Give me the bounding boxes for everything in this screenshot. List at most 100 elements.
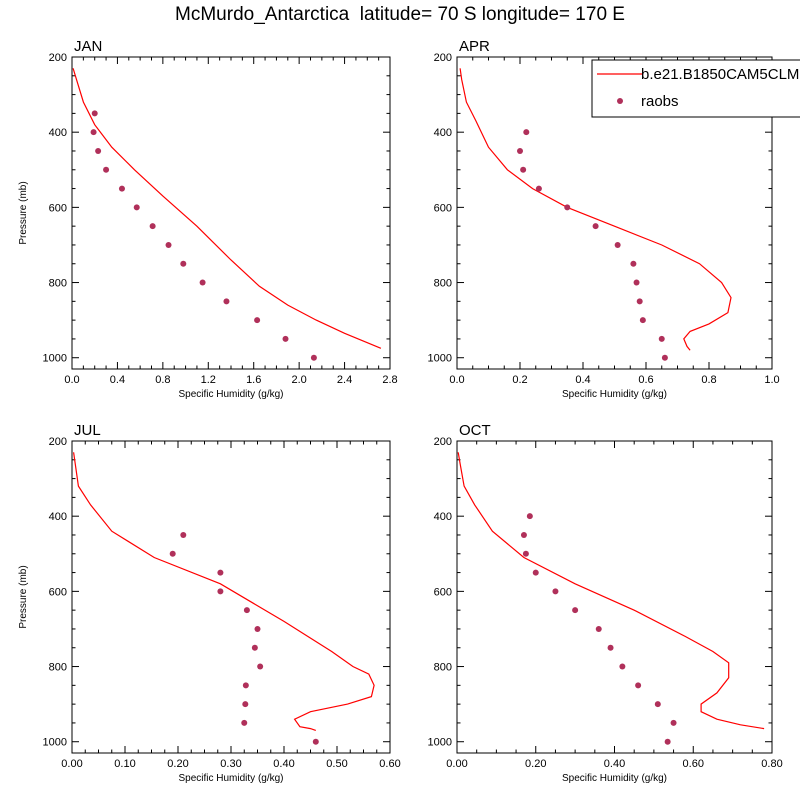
data-point-raobs (564, 204, 571, 211)
data-point-raobs (180, 531, 187, 538)
series-line-model (457, 452, 765, 730)
y-axis-title: Pressure (mb) (18, 565, 29, 628)
x-tick-label: 0.60 (379, 758, 400, 770)
x-tick-label: 0.50 (326, 758, 347, 770)
data-point-raobs (552, 588, 559, 595)
data-point-raobs (251, 644, 258, 651)
x-tick-label: 2.4 (337, 374, 352, 386)
data-point-raobs (658, 335, 665, 342)
data-point-raobs (526, 513, 533, 520)
data-point-raobs (630, 260, 637, 267)
plot-frame (71, 56, 391, 370)
data-point-raobs (242, 701, 249, 708)
panel-title: JAN (74, 38, 102, 55)
data-point-raobs (520, 531, 527, 538)
data-point-raobs (535, 185, 542, 192)
data-point-raobs (517, 147, 523, 154)
data-point-raobs (664, 738, 671, 745)
data-point-raobs (217, 569, 224, 576)
panel-jul: JUL 0.00 0.10 0.20 0.30 0.40 0.50 0.60 200 400 600… (18, 422, 401, 784)
y-tick-label: 800 (434, 662, 452, 674)
plot-frame (456, 440, 773, 754)
x-tick-label: 0.20 (525, 758, 546, 770)
plot-frame (71, 440, 391, 754)
y-tick-label: 200 (434, 436, 452, 448)
legend: b.e21.B1850CAM5CLM raobs (591, 59, 800, 118)
x-tick-label: 0.10 (114, 758, 135, 770)
data-point-raobs (592, 223, 599, 230)
data-point-raobs (532, 569, 539, 576)
data-point-raobs (243, 607, 250, 614)
data-point-raobs (633, 279, 640, 286)
x-tick-label: 1.2 (201, 374, 216, 386)
data-point-raobs (572, 607, 579, 614)
panel-oct: OCT 0.00 0.20 0.40 0.60 0.80 200 400 600 800 1000 S… (428, 422, 783, 784)
data-point-raobs (199, 279, 206, 286)
x-tick-label: 0.2 (512, 374, 527, 386)
data-point-raobs (654, 701, 661, 708)
x-tick-label: 2.0 (291, 374, 306, 386)
panel-apr: APR 0.0 0.2 0.4 0.6 0.8 1.0 200 400 600 800 1000 Spe… (428, 38, 780, 400)
data-point-raobs (103, 166, 110, 173)
legend-box (591, 59, 800, 118)
series-group (72, 68, 382, 361)
y-tick-label: 200 (49, 436, 67, 448)
y-tick-label: 1000 (43, 353, 67, 365)
data-point-raobs (169, 550, 176, 557)
series-group (459, 68, 732, 361)
y-tick-label: 600 (49, 202, 67, 214)
legend-point-swatch (617, 98, 623, 104)
data-point-raobs (149, 223, 156, 230)
data-point-raobs (91, 110, 98, 117)
data-point-raobs (607, 644, 614, 651)
series-line-model (73, 452, 375, 731)
x-axis-title: Specific Humidity (g/kg) (178, 389, 283, 400)
data-point-raobs (95, 147, 102, 154)
x-tick-label: 0.8 (155, 374, 170, 386)
data-point-raobs (312, 738, 319, 745)
data-point-raobs (636, 298, 643, 305)
legend-label: b.e21.B1850CAM5CLM (641, 66, 799, 83)
series-line-model (459, 68, 732, 351)
x-tick-label: 0.40 (273, 758, 294, 770)
x-tick-label: 2.8 (382, 374, 397, 386)
series-line-model (72, 68, 382, 349)
data-point-raobs (522, 550, 529, 557)
y-tick-label: 1000 (43, 737, 67, 749)
data-point-raobs (614, 241, 621, 248)
y-tick-label: 400 (49, 511, 67, 523)
data-point-raobs (523, 129, 530, 136)
panel-jan: JAN 0.0 0.4 0.8 1.2 1.6 2.0 2.4 2.8 200 400 600 800 1… (18, 38, 398, 400)
data-point-raobs (242, 682, 249, 689)
x-tick-label: 1.6 (246, 374, 261, 386)
data-point-raobs (257, 663, 264, 670)
panel-title: OCT (459, 422, 491, 439)
data-point-raobs (165, 241, 172, 248)
panel-title: JUL (74, 422, 101, 439)
x-tick-label: 0.0 (64, 374, 79, 386)
chart-title: McMurdo_Antarctica latitude= 70 S longit… (175, 4, 625, 25)
x-tick-label: 0.4 (110, 374, 125, 386)
data-point-raobs (520, 166, 527, 173)
data-point-raobs (180, 260, 187, 267)
data-point-raobs (254, 317, 261, 324)
x-tick-label: 0.30 (220, 758, 241, 770)
x-tick-label: 0.4 (575, 374, 590, 386)
y-tick-label: 400 (49, 127, 67, 139)
x-tick-label: 0.8 (701, 374, 716, 386)
x-tick-label: 1.0 (764, 374, 779, 386)
legend-label: raobs (641, 93, 679, 110)
data-point-raobs (217, 588, 224, 595)
y-tick-label: 1000 (428, 737, 452, 749)
data-point-raobs (282, 335, 289, 342)
data-point-raobs (241, 719, 248, 726)
x-tick-label: 0.00 (61, 758, 82, 770)
data-point-raobs (635, 682, 642, 689)
data-point-raobs (619, 663, 626, 670)
data-point-raobs (639, 317, 646, 324)
data-point-raobs (310, 354, 317, 361)
y-tick-label: 400 (434, 511, 452, 523)
y-tick-label: 400 (434, 127, 452, 139)
y-tick-label: 800 (49, 278, 67, 290)
